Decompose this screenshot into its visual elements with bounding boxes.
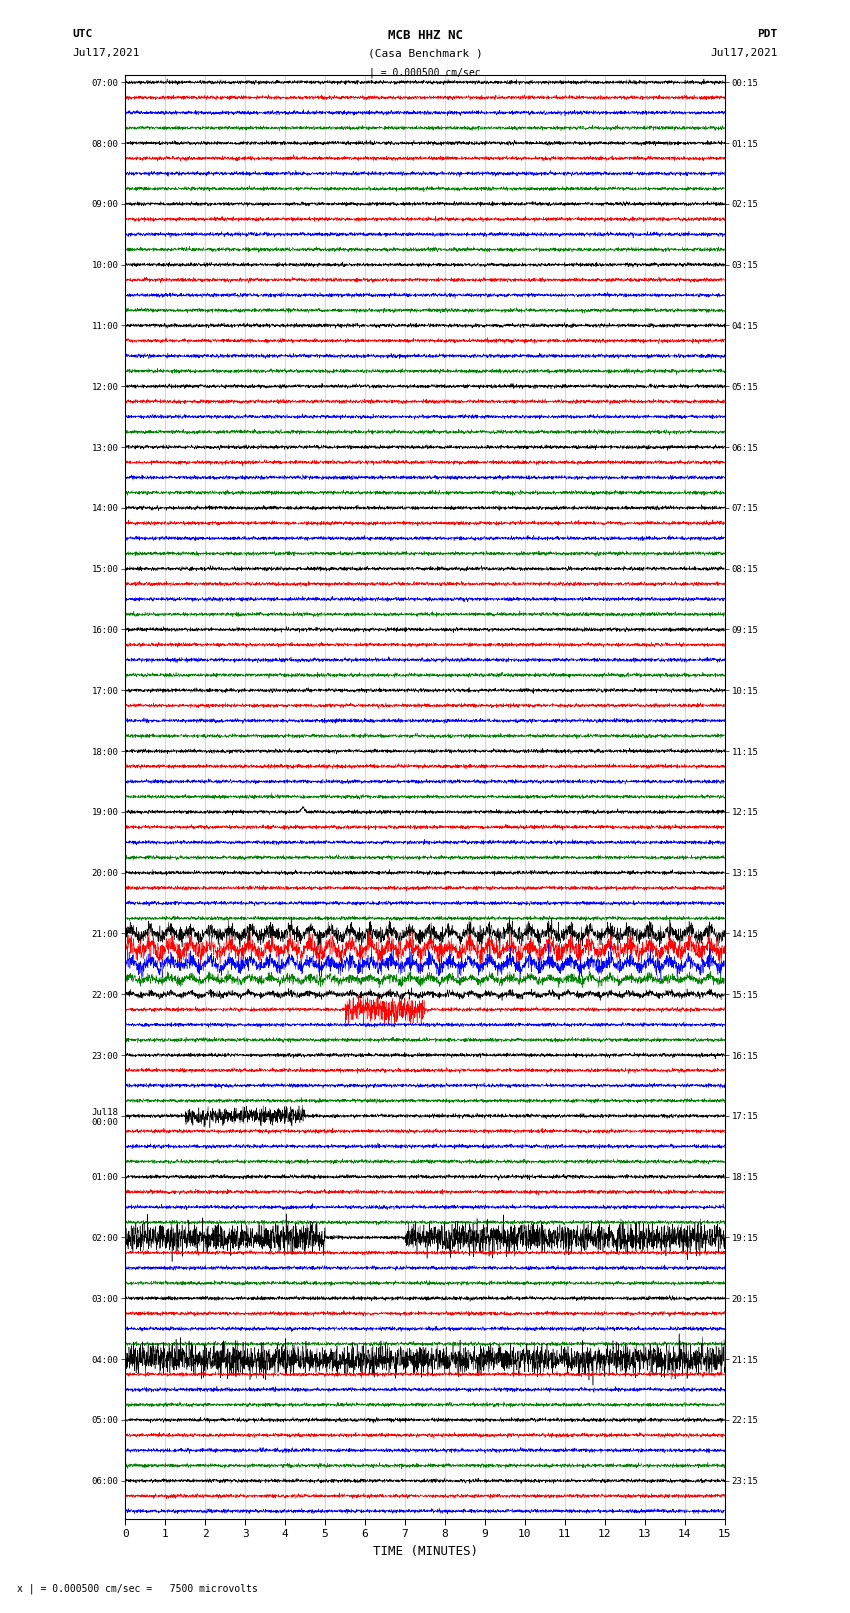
Text: PDT: PDT (757, 29, 778, 39)
Text: UTC: UTC (72, 29, 93, 39)
Text: Jul17,2021: Jul17,2021 (711, 48, 778, 58)
X-axis label: TIME (MINUTES): TIME (MINUTES) (372, 1545, 478, 1558)
Text: | = 0.000500 cm/sec: | = 0.000500 cm/sec (369, 68, 481, 79)
Text: Jul17,2021: Jul17,2021 (72, 48, 139, 58)
Text: x | = 0.000500 cm/sec =   7500 microvolts: x | = 0.000500 cm/sec = 7500 microvolts (17, 1582, 258, 1594)
Text: (Casa Benchmark ): (Casa Benchmark ) (367, 48, 483, 58)
Text: MCB HHZ NC: MCB HHZ NC (388, 29, 462, 42)
